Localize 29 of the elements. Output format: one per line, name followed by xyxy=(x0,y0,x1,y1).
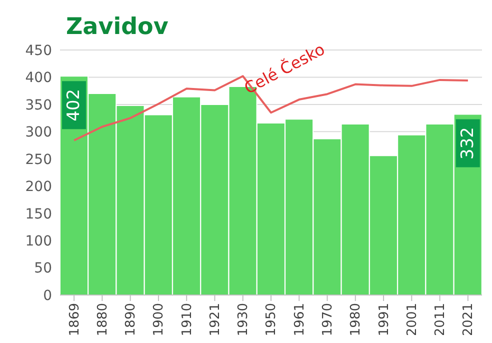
y-tick-label: 250 xyxy=(25,152,52,168)
x-tick-label: 1869 xyxy=(67,303,82,336)
x-tick-label: 1910 xyxy=(180,303,195,336)
x-tick-label: 1950 xyxy=(264,303,280,336)
chart-title: Zavidov xyxy=(66,14,168,40)
x-tick-label: 1930 xyxy=(236,303,252,336)
x-tick-label: 1880 xyxy=(95,303,110,336)
y-tick-label: 50 xyxy=(34,260,52,277)
text: Celé Česko xyxy=(241,40,328,98)
x-tick-label: 1970 xyxy=(320,303,336,336)
x-tick-label: 2011 xyxy=(433,303,448,336)
y-tick-label: 350 xyxy=(25,97,52,114)
y-tick-label: 150 xyxy=(25,206,52,222)
x-tick-label: 1961 xyxy=(292,303,308,336)
x-tick-label: 2021 xyxy=(461,303,476,336)
y-tick-label: 300 xyxy=(25,124,52,141)
x-tick-label: 1991 xyxy=(376,303,392,336)
data-label: 402 xyxy=(64,88,84,122)
y-tick-label: 0 xyxy=(43,288,52,304)
x-tick-label: 1980 xyxy=(348,303,364,336)
data-label: 332 xyxy=(458,127,478,160)
y-tick-label: 450 xyxy=(25,42,52,59)
x-tick-label: 1890 xyxy=(124,303,139,336)
x-tick-label: 1921 xyxy=(208,303,223,336)
x-tick-label: 2001 xyxy=(404,303,420,336)
y-tick-label: 400 xyxy=(25,70,52,86)
y-tick-label: 200 xyxy=(25,179,52,196)
x-tick-label: 1900 xyxy=(152,303,167,336)
y-tick-label: 100 xyxy=(25,234,52,250)
